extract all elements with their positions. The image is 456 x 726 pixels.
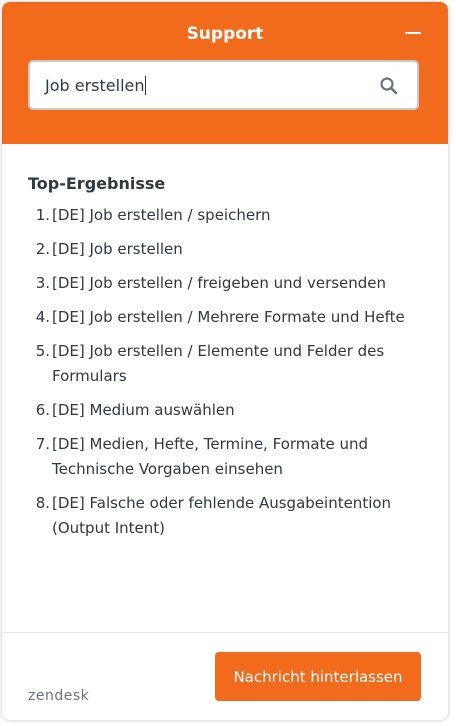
support-widget: Support Job erstellen Top-Ergebnisse 1.[… (2, 2, 448, 720)
result-item[interactable]: 7. [DE] Medien, Hefte, Termine, Formate u… (28, 432, 423, 482)
footer: Nachricht hinterlassen zendesk (2, 632, 448, 720)
result-link[interactable]: [DE] Job erstellen / freigeben und verse… (52, 274, 387, 292)
result-item[interactable]: 6. [DE] Medium auswählen (28, 398, 423, 423)
result-number: 4. (35, 308, 50, 326)
result-item[interactable]: 5. [DE] Job erstellen / Elemente und Feld… (28, 339, 423, 389)
caret (144, 76, 146, 95)
result-number: 2. (35, 240, 50, 258)
result-item[interactable]: 4. [DE] Job erstellen / Mehrere Formate u… (28, 305, 423, 330)
search-icon[interactable] (379, 76, 399, 96)
result-link[interactable]: [DE] Falsche oder fehlende Ausgabeintent… (52, 494, 392, 537)
search-value: Job erstellen (45, 76, 145, 95)
result-link[interactable]: [DE] Job erstellen (52, 240, 183, 258)
title: Support (186, 24, 264, 44)
brand-logo: zendesk (28, 688, 90, 704)
results-heading: Top-Ergebnisse (28, 174, 166, 193)
result-number: 8. (35, 494, 50, 512)
result-link[interactable]: [DE] Job erstellen / Elemente und Felder… (52, 342, 385, 385)
results-list: 1. [DE] Job erstellen / speichern 2. [DE] J… (28, 203, 423, 541)
result-number: 6. (35, 401, 50, 419)
result-number: 1. (35, 206, 50, 224)
result-number: 7. (35, 435, 50, 453)
result-item[interactable]: 1. [DE] Job erstellen / speichern (28, 203, 423, 228)
result-link[interactable]: [DE] Medium auswählen (52, 401, 235, 419)
result-item[interactable]: 8. [DE] Falsche oder fehlende Ausgabeinte… (28, 491, 423, 541)
result-item[interactable]: 3. [DE] Job erstellen / freigeben und ver… (28, 271, 423, 296)
search-input[interactable]: Job erstellen (45, 76, 146, 95)
leave-message-button[interactable]: Nachricht hinterlassen (215, 652, 421, 701)
results: Top-Ergebnisse 1. [DE] Job erstellen / sp… (28, 174, 423, 550)
search-box[interactable]: Job erstellen (28, 60, 419, 110)
minimize-button[interactable] (405, 32, 421, 34)
result-number: 3. (35, 274, 50, 292)
result-link[interactable]: [DE] Job erstellen / Mehrere Formate und… (52, 308, 405, 326)
result-item[interactable]: 2. [DE] Job erstellen (28, 237, 423, 262)
result-number: 5. (35, 342, 50, 360)
result-link[interactable]: [DE] Medien, Hefte, Termine, Formate und… (52, 435, 368, 478)
result-link[interactable]: [DE] Job erstellen / speichern (52, 206, 271, 224)
header: Support Job erstellen (2, 2, 448, 144)
